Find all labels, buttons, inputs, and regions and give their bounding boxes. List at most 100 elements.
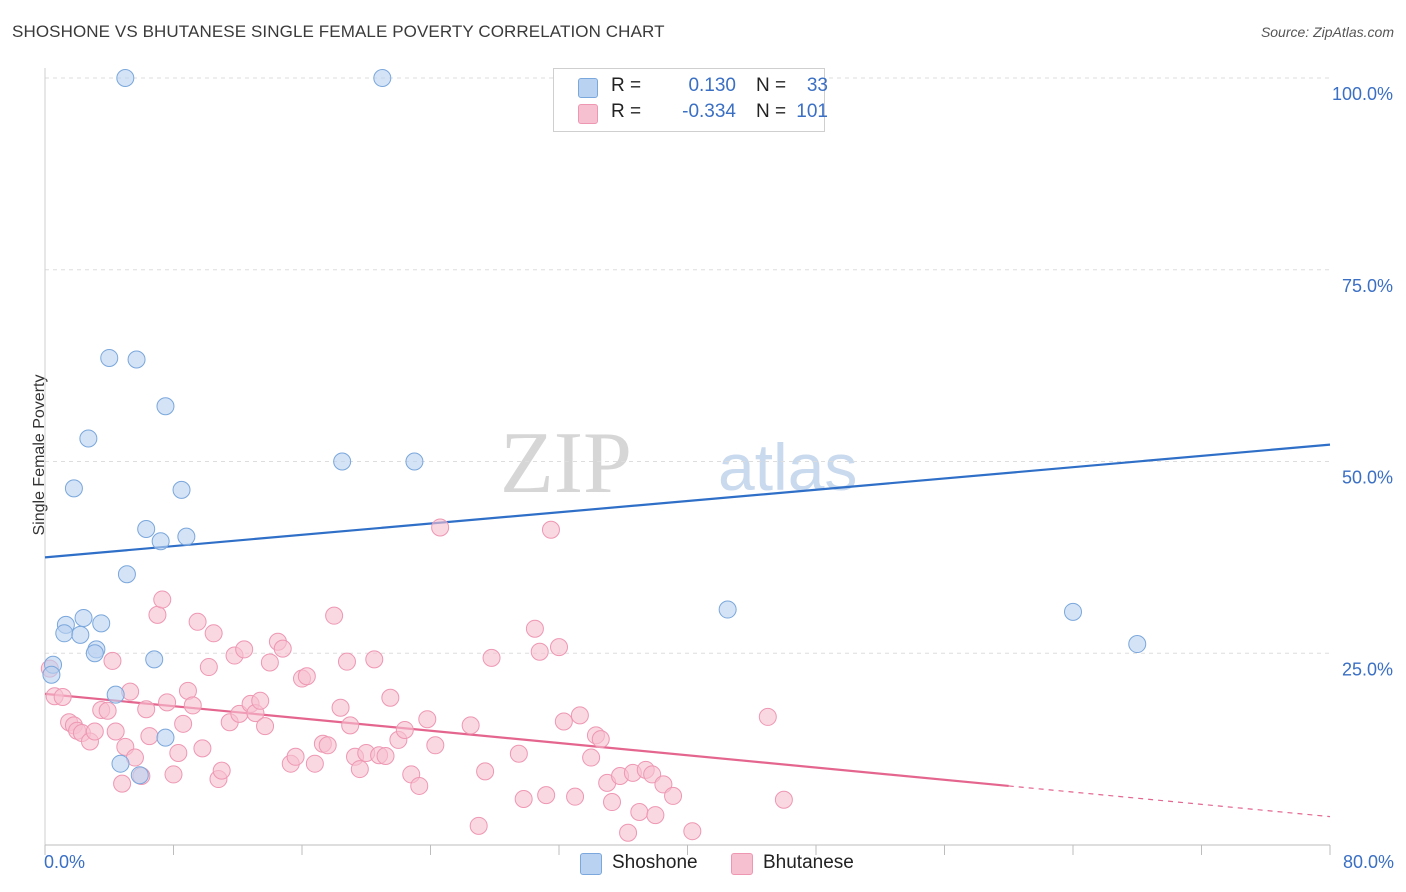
shoshone-point [172,480,191,499]
bhutanese-point [103,651,122,670]
bhutanese-point [591,730,610,749]
legend-n-value-bhutanese: 101 [796,101,828,122]
shoshone-point [55,624,74,643]
bhutanese-point [664,786,683,805]
bhutanese-point [174,714,193,733]
bhutanese-point [566,787,585,806]
bhutanese-point [509,744,528,763]
shoshone-point [718,600,737,619]
shoshone-point [74,608,93,627]
bhutanese-point [525,619,544,638]
shoshone-trend-line [44,443,1331,559]
legend-r-value-shoshone: 0.130 [688,75,736,96]
bhutanese-trend-line-extension [1008,785,1331,818]
bhutanese-point [554,712,573,731]
legend-swatch-bhutanese [578,104,598,124]
bottom-legend-swatch-bhutanese [731,853,753,875]
shoshone-point [116,69,135,87]
bhutanese-point [410,776,429,795]
bhutanese-point [758,707,777,726]
chart-source: Source: ZipAtlas.com [1260,24,1394,40]
bhutanese-point [193,739,212,758]
legend-n-label: N = [756,101,787,122]
y-tick-label: 100.0% [1332,84,1393,104]
bhutanese-point [235,640,254,659]
bottom-legend-label-bhutanese: Bhutanese [763,852,854,873]
y-tick-label: 50.0% [1342,468,1393,488]
bhutanese-point [260,653,279,672]
bhutanese-point [570,706,589,725]
bhutanese-point [273,639,292,658]
bhutanese-point [53,687,72,706]
watermark: ZIP atlas [500,415,857,512]
bhutanese-point [654,775,673,794]
bhutanese-point [381,688,400,707]
shoshone-point [405,452,424,471]
legend-n-value-shoshone: 33 [806,75,828,96]
bhutanese-point [256,717,275,736]
bhutanese-point [461,716,480,735]
bhutanese-point [148,605,167,624]
bhutanese-point [183,696,202,715]
bhutanese-point [98,701,117,720]
grid-lines [45,77,1330,654]
bhutanese-point [541,520,560,539]
bottom-legend-label-shoshone: Shoshone [612,852,698,873]
legend-n-label: N = [756,75,787,96]
bhutanese-point [350,760,369,779]
bhutanese-point [318,736,337,755]
shoshone-point [64,479,83,498]
bhutanese-point [537,786,556,805]
bhutanese-point [482,648,501,667]
x-tick-label-min: 0.0% [44,852,86,872]
trend-lines [44,443,1331,818]
bhutanese-point [376,747,395,766]
bhutanese-point [683,822,702,841]
bhutanese-trend-line [44,692,1009,788]
shoshone-point [137,519,156,538]
bhutanese-point [164,765,183,784]
legend-r-label: R = [611,75,642,96]
axes [44,68,1331,855]
bhutanese-point [426,736,445,755]
bhutanese-point [140,727,159,746]
data-points [40,69,1147,842]
bhutanese-point [251,691,270,710]
bhutanese-point [341,716,360,735]
bhutanese-point [550,638,568,657]
bhutanese-point [643,765,662,784]
bhutanese-point [169,743,188,762]
shoshone-point [1128,635,1147,654]
bhutanese-point [619,823,638,842]
bhutanese-point [113,774,132,793]
bhutanese-point [286,747,305,766]
x-tick-label-max: 80.0% [1342,852,1394,872]
bhutanese-point [603,793,622,812]
bhutanese-point [305,754,324,773]
shoshone-point [130,766,149,785]
shoshone-point [333,452,352,471]
shoshone-point [177,527,196,546]
shoshone-point [373,69,392,87]
chart-title: SHOSHONE VS BHUTANESE SINGLE FEMALE POVE… [12,22,665,41]
bhutanese-point [530,642,549,661]
shoshone-point [106,685,125,704]
shoshone-point [145,650,164,669]
bhutanese-point [325,606,344,625]
y-tick-label: 75.0% [1342,276,1393,296]
shoshone-point [151,532,170,551]
bhutanese-point [431,518,450,537]
bhutanese-point [297,667,316,686]
bhutanese-point [365,650,384,669]
bhutanese-point [582,748,601,767]
bhutanese-point [476,762,495,781]
legend-r-label: R = [611,101,642,122]
correlation-legend: R = 0.130 N = 33 R = -0.334 N = 101 [553,68,828,132]
bhutanese-point [153,590,172,609]
shoshone-point [85,644,104,663]
bhutanese-point [514,789,533,808]
legend-r-value-bhutanese: -0.334 [682,101,736,122]
shoshone-point [100,348,119,367]
bhutanese-point [395,720,414,739]
bhutanese-point [630,803,649,822]
